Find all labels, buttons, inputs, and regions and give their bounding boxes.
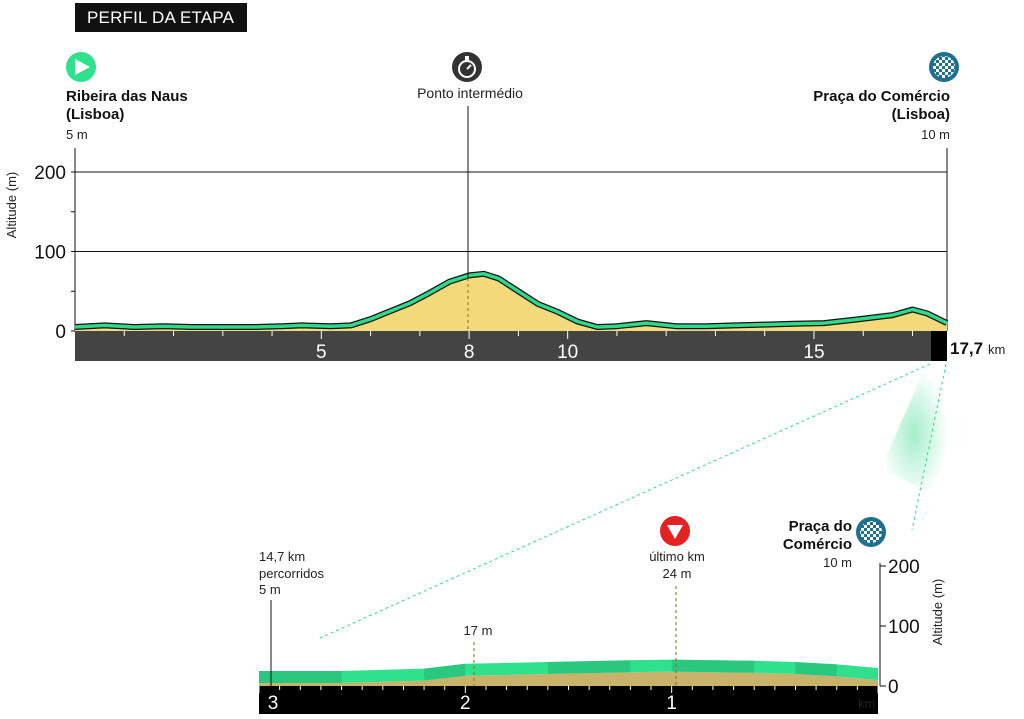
zoom-profile-shading — [259, 659, 837, 683]
zoom-mid-point: 17 m — [464, 623, 493, 686]
main-y-label-200: 200 — [34, 163, 66, 184]
zoom-x-label-2: 2 — [460, 693, 471, 714]
main-x-label-15: 15 — [803, 342, 824, 363]
zoom-y-label-200: 200 — [888, 557, 920, 578]
zoom-start-label: percorridos — [259, 566, 325, 581]
zoom-glow — [880, 368, 948, 500]
last-km-altitude: 24 m — [663, 566, 692, 581]
zoom-start-info: 14,7 km percorridos 5 m — [259, 549, 325, 686]
start-altitude: 5 m — [66, 127, 88, 142]
finish-altitude: 10 m — [921, 127, 950, 142]
total-distance: 17,7 — [950, 339, 983, 358]
zoom-distance-bar — [259, 686, 878, 714]
main-x-tick-labels: 5 8 10 15 — [316, 342, 825, 363]
zoom-y-axis-label: Altitude (m) — [930, 579, 945, 645]
main-x-label-8: 8 — [464, 342, 475, 363]
zoom-connector-left — [319, 363, 931, 639]
intermediate-marker: Ponto intermédio — [417, 52, 523, 333]
main-x-label-10: 10 — [557, 342, 578, 363]
stage-profile-title: PERFIL DA ETAPA — [75, 3, 247, 32]
finish-name-line1: Praça do Comércio — [813, 88, 950, 105]
last-km-marker: último km 24 m — [649, 516, 705, 686]
main-y-label-0: 0 — [55, 322, 66, 343]
zoom-y-label-100: 100 — [888, 617, 920, 638]
main-y-tick-labels: 0 100 200 — [34, 163, 66, 343]
start-marker: Ribeira das Naus (Lisboa) 5 m — [66, 52, 188, 142]
start-name-line1: Ribeira das Naus — [66, 88, 188, 105]
zoom-finish-altitude: 10 m — [823, 555, 852, 570]
zoom-y-label-0: 0 — [888, 677, 899, 698]
main-axis-ticks — [123, 331, 914, 339]
zoom-mid-altitude: 17 m — [464, 623, 493, 638]
main-distance-bar — [75, 331, 947, 361]
main-x-label-5: 5 — [316, 342, 327, 363]
main-grid — [71, 148, 948, 332]
stopwatch-icon — [452, 52, 482, 82]
main-finish-block — [931, 331, 947, 361]
zoom-y-tick-labels: 0 100 200 — [880, 557, 920, 698]
zoom-connector-right — [911, 363, 947, 531]
zoom-x-label-3: 3 — [268, 693, 279, 714]
zoom-strip-segment — [547, 660, 631, 674]
zoom-axis-ticks — [258, 686, 879, 693]
total-distance-unit: km — [988, 342, 1005, 357]
last-km-label: último km — [649, 549, 705, 564]
zoom-x-label-1: 1 — [666, 693, 677, 714]
zoom-strip-segment — [424, 663, 466, 681]
zoom-x-tick-labels: 3 2 1 — [268, 693, 677, 714]
zoom-unit: km — [858, 696, 875, 711]
main-profile-line — [74, 272, 948, 329]
finish-marker: Praça do Comércio (Lisboa) 10 m — [813, 52, 959, 142]
finish-name-line2: (Lisboa) — [892, 106, 950, 123]
zoom-strip-segment — [671, 659, 755, 673]
intermediate-label: Ponto intermédio — [417, 85, 523, 101]
main-profile-area — [75, 273, 947, 331]
main-y-axis-label: Altitude (m) — [4, 172, 19, 238]
start-name-line2: (Lisboa) — [66, 106, 124, 123]
zoom-finish-name-line1: Praça do — [789, 518, 852, 535]
zoom-strip-segment — [795, 662, 837, 677]
zoom-profile-fill — [259, 671, 878, 686]
zoom-finish-marker: Praça do Comércio 10 m — [783, 517, 886, 570]
main-y-label-100: 100 — [34, 243, 66, 264]
zoom-start-distance: 14,7 km — [259, 549, 305, 564]
zoom-strip-segment — [259, 671, 342, 683]
zoom-finish-name-line2: Comércio — [783, 536, 852, 553]
zoom-start-altitude: 5 m — [259, 582, 281, 597]
